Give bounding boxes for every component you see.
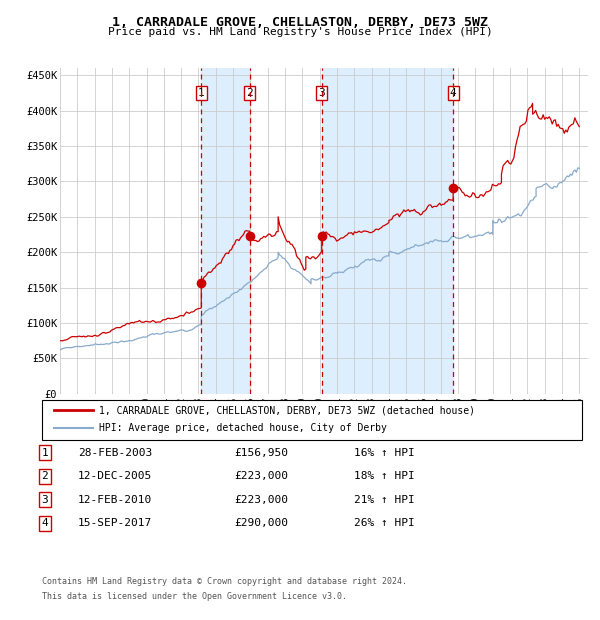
Text: £156,950: £156,950 bbox=[234, 448, 288, 458]
Text: 18% ↑ HPI: 18% ↑ HPI bbox=[354, 471, 415, 481]
Text: 21% ↑ HPI: 21% ↑ HPI bbox=[354, 495, 415, 505]
Text: 28-FEB-2003: 28-FEB-2003 bbox=[78, 448, 152, 458]
Text: 15-SEP-2017: 15-SEP-2017 bbox=[78, 518, 152, 528]
Text: 4: 4 bbox=[41, 518, 49, 528]
Text: 1, CARRADALE GROVE, CHELLASTON, DERBY, DE73 5WZ: 1, CARRADALE GROVE, CHELLASTON, DERBY, D… bbox=[112, 16, 488, 29]
Text: 1: 1 bbox=[41, 448, 49, 458]
Text: 4: 4 bbox=[450, 88, 457, 98]
Text: Price paid vs. HM Land Registry's House Price Index (HPI): Price paid vs. HM Land Registry's House … bbox=[107, 27, 493, 37]
Text: 1: 1 bbox=[198, 88, 205, 98]
Text: £290,000: £290,000 bbox=[234, 518, 288, 528]
Text: 12-DEC-2005: 12-DEC-2005 bbox=[78, 471, 152, 481]
Text: 3: 3 bbox=[41, 495, 49, 505]
Bar bbox=[322, 68, 453, 394]
Text: 2: 2 bbox=[246, 88, 253, 98]
Text: 2: 2 bbox=[41, 471, 49, 481]
Text: £223,000: £223,000 bbox=[234, 471, 288, 481]
Text: This data is licensed under the Open Government Licence v3.0.: This data is licensed under the Open Gov… bbox=[42, 592, 347, 601]
Bar bbox=[201, 68, 250, 394]
Text: Contains HM Land Registry data © Crown copyright and database right 2024.: Contains HM Land Registry data © Crown c… bbox=[42, 577, 407, 586]
Text: HPI: Average price, detached house, City of Derby: HPI: Average price, detached house, City… bbox=[99, 423, 387, 433]
Text: 1, CARRADALE GROVE, CHELLASTON, DERBY, DE73 5WZ (detached house): 1, CARRADALE GROVE, CHELLASTON, DERBY, D… bbox=[99, 405, 475, 415]
Text: 12-FEB-2010: 12-FEB-2010 bbox=[78, 495, 152, 505]
Text: £223,000: £223,000 bbox=[234, 495, 288, 505]
Text: 26% ↑ HPI: 26% ↑ HPI bbox=[354, 518, 415, 528]
Text: 3: 3 bbox=[319, 88, 325, 98]
Text: 16% ↑ HPI: 16% ↑ HPI bbox=[354, 448, 415, 458]
